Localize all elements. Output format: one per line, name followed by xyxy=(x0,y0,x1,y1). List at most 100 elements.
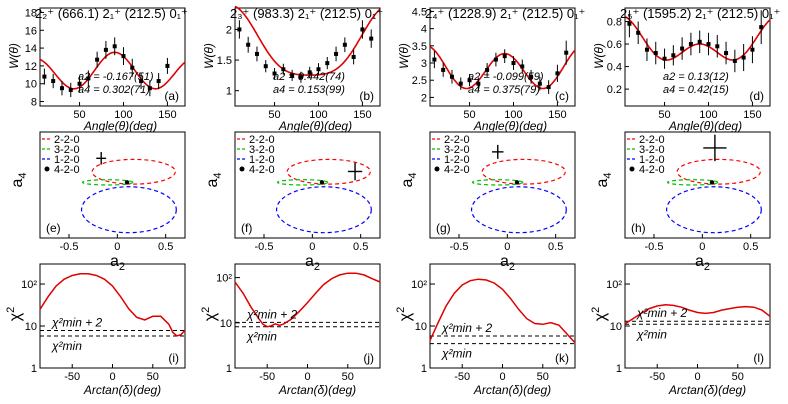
label-base: a xyxy=(110,253,119,270)
data-point xyxy=(680,46,685,51)
fit-curve xyxy=(624,15,771,61)
y-tick-label: 10² xyxy=(606,279,622,291)
data-point xyxy=(156,79,161,84)
label-sub: 2 xyxy=(119,261,125,273)
x-axis-label: Angle(θ)(deg) xyxy=(473,119,547,133)
x-tick-label: 50 xyxy=(463,109,475,121)
data-point xyxy=(476,81,481,86)
x-tick-label: 0 xyxy=(109,371,115,383)
legend-label: 2-2-0 xyxy=(249,134,275,146)
legend-label: 1-2-0 xyxy=(249,154,275,166)
data-point xyxy=(254,51,259,56)
label-sup: 2 xyxy=(5,307,17,313)
data-point xyxy=(697,39,702,44)
y-axis-label: a4 xyxy=(204,172,224,187)
chi-min-plus2-label: χ²min + 2 xyxy=(441,321,493,335)
panel-tag: (g) xyxy=(436,221,451,235)
label-sub: 2 xyxy=(509,261,515,273)
data-point xyxy=(307,70,312,75)
data-point xyxy=(59,86,64,91)
legend-label: 4-2-0 xyxy=(249,164,275,176)
x-tick-label: 150 xyxy=(158,109,176,121)
plot-frame xyxy=(39,7,186,107)
x-tick-label: 100 xyxy=(114,109,132,121)
x-tick-label: -50 xyxy=(649,371,665,383)
y-tick-label: 10² xyxy=(21,279,37,291)
data-point xyxy=(502,54,507,59)
data-point xyxy=(671,53,676,58)
y-tick-label: 2 xyxy=(421,92,427,104)
chi-min-label: χ²min xyxy=(441,347,472,361)
fit-annotation-a4: a4 = 0.153(99) xyxy=(273,84,345,96)
x-tick-label: -0.5 xyxy=(255,241,274,253)
legend-label: 2-2-0 xyxy=(444,134,470,146)
x-tick-label: 100 xyxy=(699,109,717,121)
x-axis-label: a2 xyxy=(305,253,320,273)
data-point xyxy=(636,30,641,35)
y-axis-label: χ2 xyxy=(395,307,414,322)
data-point xyxy=(493,57,498,62)
ellipse-1-2-0 xyxy=(470,186,567,234)
x-tick-label: 0 xyxy=(694,371,700,383)
panel-tag: (h) xyxy=(631,221,646,235)
data-point xyxy=(272,71,277,76)
x-tick-label: 0 xyxy=(699,241,705,253)
chi-min-label: χ²min xyxy=(246,330,277,344)
label-sub: 4 xyxy=(602,172,614,178)
data-point xyxy=(706,42,711,47)
reference-point-4-2-0 xyxy=(514,180,520,185)
legend-swatch xyxy=(239,166,245,172)
label-sub: 4 xyxy=(407,172,419,178)
y-tick-label: 12 xyxy=(25,61,37,73)
label-sup: 2 xyxy=(590,307,602,313)
chi2-curve xyxy=(234,272,381,328)
y-tick-label: 1 xyxy=(616,363,622,375)
panel-tag: (b) xyxy=(359,89,374,103)
legend-swatch xyxy=(44,166,50,172)
y-tick-label: 1 xyxy=(421,363,427,375)
label-base: a xyxy=(305,253,314,270)
label-base: χ xyxy=(592,312,609,321)
y-tick-label: 18 xyxy=(25,7,37,19)
data-point xyxy=(537,81,542,86)
legend-label: 3-2-0 xyxy=(54,144,80,156)
data-point xyxy=(51,79,56,84)
plot-frame xyxy=(624,7,771,107)
panel-tag: (k) xyxy=(555,351,569,365)
label-sub: 4 xyxy=(212,172,224,178)
data-point xyxy=(165,63,170,68)
y-tick-label: 3.5 xyxy=(412,41,427,53)
y-axis-label: W(θ) xyxy=(397,43,411,69)
x-axis-label: Arctan(δ)(deg) xyxy=(278,383,356,397)
x-tick-label: 50 xyxy=(537,371,549,383)
y-tick-label: 0.8 xyxy=(607,17,622,29)
chi-min-plus2-label: χ²min + 2 xyxy=(51,316,103,330)
y-axis-label: a4 xyxy=(594,172,614,187)
ellipse-2-2-0 xyxy=(481,158,566,185)
x-tick-label: 50 xyxy=(268,109,280,121)
ellipse-1-2-0 xyxy=(80,186,177,234)
y-axis-label: χ2 xyxy=(200,307,219,322)
data-point xyxy=(467,78,472,83)
x-axis-label: a2 xyxy=(695,253,710,273)
x-axis-label: Angle(θ)(deg) xyxy=(278,119,352,133)
panel-tag: (a) xyxy=(164,89,179,103)
ellipse-2-2-0 xyxy=(286,158,371,185)
x-tick-label: -0.5 xyxy=(450,241,469,253)
x-tick-label: 0 xyxy=(304,371,310,383)
x-axis-label: Angle(θ)(deg) xyxy=(83,119,157,133)
x-tick-label: 0 xyxy=(309,241,315,253)
data-point xyxy=(741,55,746,60)
data-point xyxy=(342,42,347,47)
data-point xyxy=(325,61,330,66)
ellipse-3-2-0 xyxy=(471,179,524,186)
legend-label: 2-2-0 xyxy=(54,134,80,146)
x-tick-label: 0 xyxy=(504,241,510,253)
data-point xyxy=(520,64,525,69)
label-base: a xyxy=(204,179,221,188)
legend-label: 3-2-0 xyxy=(639,144,665,156)
y-axis-label: χ2 xyxy=(590,307,609,322)
x-tick-label: 150 xyxy=(548,109,566,121)
label-sup: 2 xyxy=(200,307,212,313)
label-base: χ xyxy=(397,312,414,321)
